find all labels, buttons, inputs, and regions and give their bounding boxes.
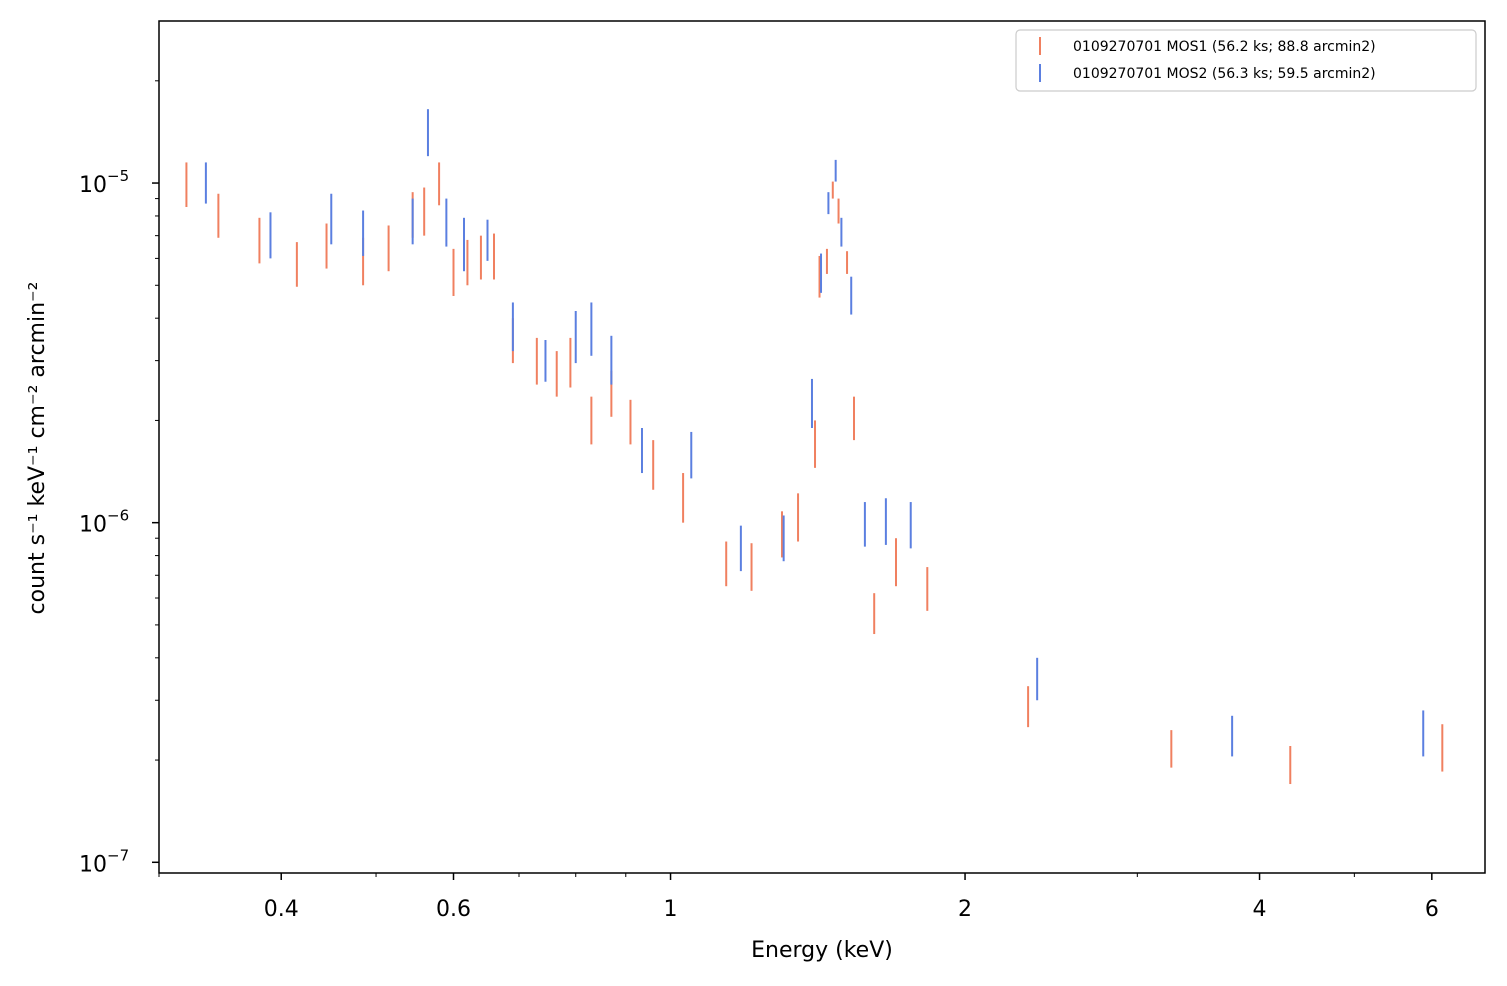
x-tick-label: 0.4 [264, 897, 299, 922]
legend-box [1015, 29, 1477, 92]
data-marks [185, 109, 1444, 785]
x-axis-ticks: 0.4 0.6 1 2 4 6 [158, 873, 1439, 922]
y-tick-exponent: −7 [107, 846, 129, 864]
x-tick-label: 1 [664, 897, 678, 922]
x-tick-label: 6 [1425, 897, 1439, 922]
x-tick-label: 0.6 [436, 897, 471, 922]
series-mos2 [204, 109, 1425, 757]
y-tick-label: 10 [79, 173, 107, 198]
x-tick-label: 4 [1253, 897, 1267, 922]
x-axis-label: Energy (keV) [751, 938, 893, 963]
series-mos1 [185, 162, 1444, 785]
y-tick-label: 10 [79, 513, 107, 538]
y-axis-label: count s⁻¹ keV⁻¹ cm⁻² arcmin⁻² [25, 282, 50, 615]
legend: 0109270701 MOS1 (56.2 ks; 88.8 arcmin2) … [1015, 29, 1477, 92]
y-axis-ticks: 10−510−610−7 [79, 80, 159, 877]
x-tick-label: 2 [958, 897, 972, 922]
legend-label-mos2: 0109270701 MOS2 (56.3 ks; 59.5 arcmin2) [1073, 66, 1376, 82]
plot-frame [158, 20, 1486, 874]
legend-label-mos1: 0109270701 MOS1 (56.2 ks; 88.8 arcmin2) [1073, 39, 1376, 55]
y-tick-exponent: −5 [107, 167, 129, 185]
y-tick-label: 10 [79, 852, 107, 877]
y-tick-exponent: −6 [107, 507, 129, 525]
